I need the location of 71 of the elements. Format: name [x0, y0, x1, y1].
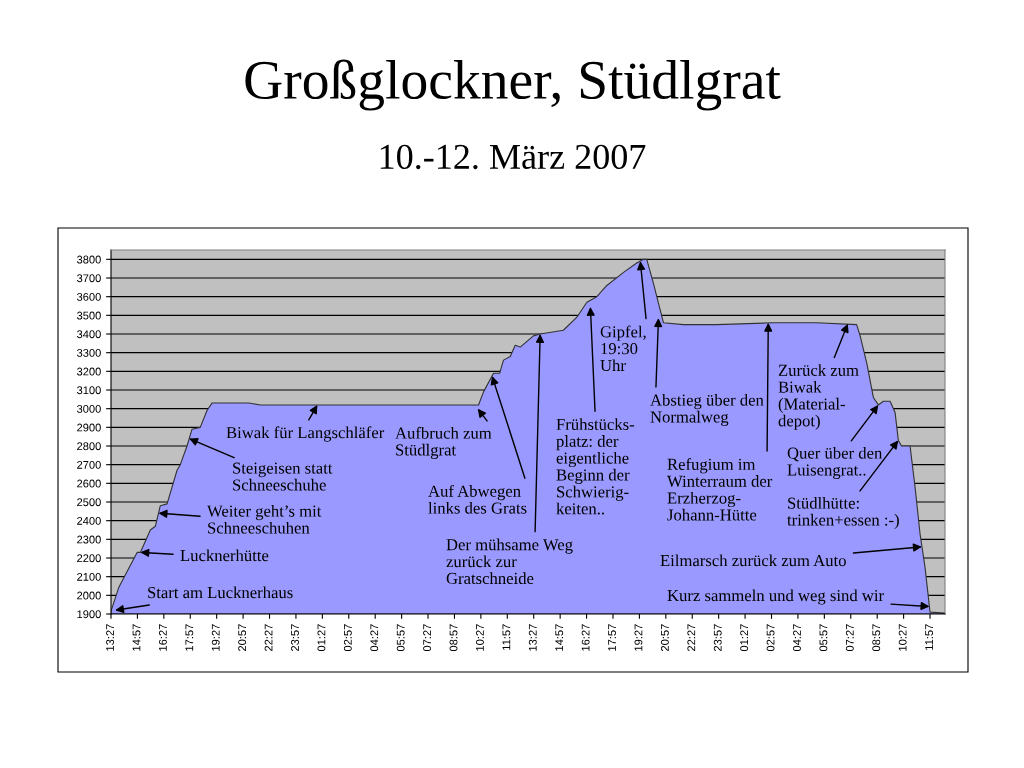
x-tick-label: 01:27 [740, 624, 749, 652]
annotation: Zurück zum Biwak (Material- depot) [778, 364, 859, 430]
x-tick-label: 04:27 [793, 624, 801, 652]
y-tick-label: 2900 [77, 423, 101, 432]
y-tick-label: 2300 [77, 535, 101, 544]
y-tick-label: 2600 [77, 479, 101, 488]
x-tick-label: 10:27 [476, 624, 484, 651]
x-tick-label: 13:27 [106, 624, 114, 651]
x-tick-label: 17:57 [608, 624, 616, 651]
x-tick-label: 02:57 [343, 624, 352, 652]
annotation: Weiter geht’s mit Schneeschuhen [207, 504, 322, 534]
x-tick-label: 04:27 [370, 624, 379, 652]
x-tick-label: 10:27 [898, 624, 907, 651]
x-tick-label: 22:27 [687, 624, 696, 651]
x-tick-label: 05:57 [819, 624, 828, 652]
x-tick-label: 22:27 [264, 624, 273, 651]
x-tick-label: 08:57 [872, 624, 881, 652]
x-tick-label: 13:27 [528, 624, 537, 651]
annotation: Auf Abwegen links des Grats [428, 484, 527, 514]
annotation: Steigeisen statt Schneeschuhe [233, 462, 333, 491]
x-tick-label: 16:27 [158, 624, 167, 651]
x-tick-label: 20:57 [238, 624, 247, 651]
y-tick-label: 3700 [76, 274, 101, 283]
chart-title: Großglockner, Stüdlgrat [245, 59, 781, 111]
annotation: Aufbruch zum Stüdlgrat [395, 426, 492, 460]
x-tick-label: 01:27 [317, 624, 326, 652]
y-tick-label: 3800 [76, 255, 101, 264]
annotation: Kurz sammeln und weg sind wir [667, 589, 884, 605]
y-tick-label: 3400 [76, 330, 101, 339]
annotation: Quer über den Luisengrat.. [787, 446, 883, 480]
y-tick-label: 2700 [77, 460, 101, 469]
x-tick-label: 19:27 [211, 624, 220, 651]
y-tick-label: 3000 [76, 404, 101, 413]
x-tick-label: 07:27 [423, 624, 432, 652]
x-tick-label: 17:57 [185, 624, 194, 651]
x-tick-label: 23:57 [291, 624, 299, 651]
x-tick-label: 14:57 [555, 624, 564, 651]
annotation: Abstieg über den Normalweg [650, 393, 764, 427]
annotation: Refugium im Winterraum der Erzherzog- Johann-Hütte [667, 458, 773, 521]
x-tick-label: 11:57 [925, 624, 934, 650]
annotation: Frühstücks- platz: der eigentliche Beginn der Schwierig- keiten.. [556, 418, 635, 515]
y-tick-label: 2000 [77, 591, 101, 600]
y-tick-label: 2500 [77, 498, 101, 507]
x-tick-label: 23:57 [713, 624, 722, 651]
chart-subtitle: 10.-12. März 2007 [380, 144, 646, 170]
x-tick-label: 08:57 [449, 624, 458, 652]
x-tick-label: 16:27 [581, 624, 590, 651]
x-tick-label: 11:57 [502, 624, 511, 650]
y-tick-label: 2100 [77, 572, 101, 581]
y-tick-label: 3300 [76, 348, 101, 357]
y-tick-label: 3600 [76, 292, 101, 301]
y-tick-label: 3100 [76, 386, 101, 395]
x-tick-label: 05:57 [396, 624, 405, 652]
annotation: Start am Lucknerhaus [148, 586, 293, 599]
annotation: Eilmarsch zurück zum Auto [660, 554, 846, 567]
annotation: Lucknerhütte [180, 549, 269, 562]
annotation: Biwak für Langschläfer [226, 426, 385, 442]
x-tick-label: 20:57 [660, 624, 669, 651]
annotation: Stüdlhütte: trinken+essen :-) [787, 497, 899, 529]
y-tick-label: 1900 [77, 610, 101, 619]
x-tick-label: 14:57 [132, 624, 141, 651]
y-tick-label: 3500 [76, 311, 101, 320]
y-tick-label: 2800 [77, 442, 101, 451]
y-tick-label: 3200 [76, 367, 101, 376]
x-tick-label: 02:57 [766, 624, 775, 652]
y-tick-label: 2200 [77, 554, 101, 563]
x-tick-label: 19:27 [634, 624, 643, 651]
x-tick-label: 07:27 [845, 624, 854, 652]
annotation: Gipfel, 19:30 Uhr [600, 325, 646, 372]
y-tick-label: 2400 [77, 516, 101, 525]
annotation: Der mühsame Weg zurück zur Gratschneide [446, 538, 573, 585]
